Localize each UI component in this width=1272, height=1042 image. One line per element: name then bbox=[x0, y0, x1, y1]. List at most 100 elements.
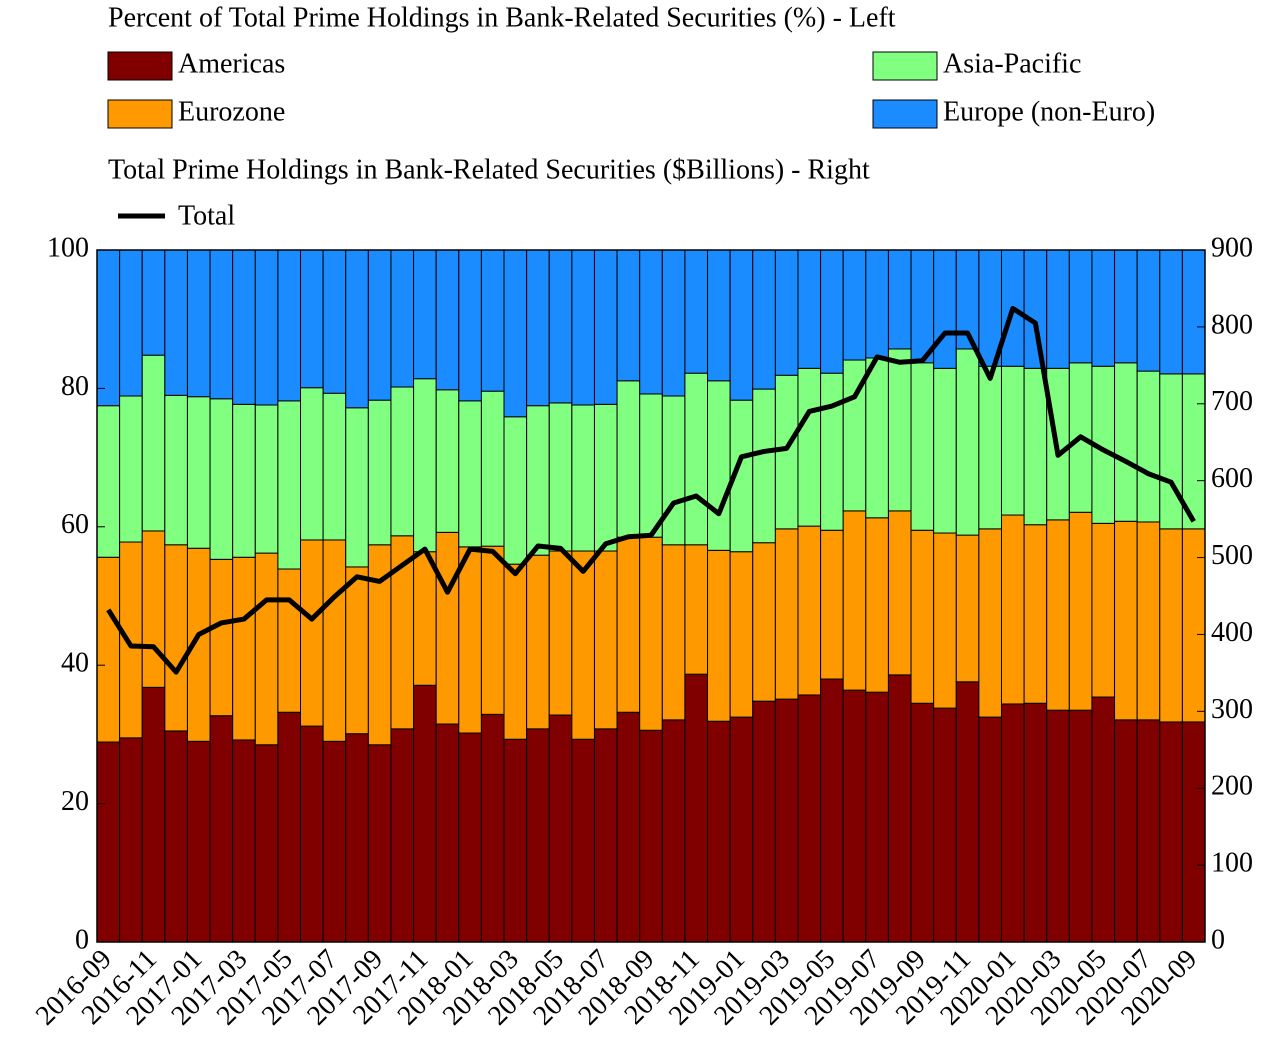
bar-segment bbox=[571, 550, 595, 740]
legend-label: Total bbox=[178, 200, 235, 231]
bar-segment bbox=[910, 362, 935, 531]
bar-segment bbox=[865, 517, 889, 693]
bar-segment bbox=[480, 545, 505, 715]
legend-swatch bbox=[872, 99, 938, 129]
bar-segment bbox=[820, 678, 844, 943]
bar-segment bbox=[774, 249, 799, 376]
bar-segment bbox=[797, 694, 822, 943]
bar-segment bbox=[752, 542, 776, 702]
bar-segment bbox=[910, 702, 935, 943]
bar-segment bbox=[322, 392, 347, 541]
bar-segment bbox=[571, 249, 595, 406]
bar-segment bbox=[933, 707, 957, 943]
bar-segment bbox=[955, 681, 980, 943]
bar-segment bbox=[684, 372, 709, 546]
bar-segment bbox=[141, 354, 166, 532]
bar-segment bbox=[345, 249, 369, 409]
bar-segment bbox=[390, 386, 415, 537]
bar-segment bbox=[1023, 524, 1048, 704]
bar-segment bbox=[593, 728, 618, 943]
bar-segment bbox=[887, 674, 912, 943]
bar-segment bbox=[141, 686, 166, 943]
bar-segment bbox=[548, 402, 573, 552]
y-tick-label: 20 bbox=[61, 786, 89, 817]
bar-segment bbox=[548, 249, 573, 404]
bar-segment bbox=[774, 698, 799, 943]
bar-segment bbox=[458, 546, 482, 734]
bar-segment bbox=[526, 405, 550, 556]
bar-segment bbox=[96, 741, 121, 943]
bar-segment bbox=[616, 249, 641, 382]
bar-segment bbox=[978, 716, 1002, 943]
bar-segment bbox=[1136, 249, 1161, 372]
bar-segment bbox=[752, 249, 776, 390]
bar-segment bbox=[865, 691, 889, 943]
bar-segment bbox=[390, 728, 415, 943]
bar-segment bbox=[1159, 373, 1183, 530]
bar-segment bbox=[1023, 249, 1048, 369]
bar-segment bbox=[300, 539, 324, 727]
bar-segment bbox=[119, 249, 143, 397]
bar-segment bbox=[141, 530, 166, 688]
bar-segment bbox=[548, 550, 573, 716]
bar-segment bbox=[978, 528, 1002, 718]
bar-segment bbox=[232, 556, 256, 741]
bar-segment bbox=[503, 249, 528, 418]
legend-swatch bbox=[107, 51, 173, 81]
bar-segment bbox=[480, 713, 505, 943]
y-tick-label: 100 bbox=[47, 232, 89, 263]
bar-segment bbox=[367, 249, 392, 401]
bar-segment bbox=[480, 249, 505, 392]
bar-segment bbox=[1068, 511, 1093, 711]
bar-segment bbox=[526, 554, 550, 730]
bar-segment bbox=[729, 249, 754, 401]
bar-segment bbox=[571, 738, 595, 943]
bar-segment bbox=[345, 407, 369, 568]
bar-segment bbox=[684, 673, 709, 943]
bar-segment bbox=[774, 374, 799, 530]
bar-segment bbox=[209, 398, 234, 560]
bar-segment bbox=[435, 531, 460, 725]
bar-segment bbox=[1091, 522, 1116, 698]
bar-segment bbox=[1091, 696, 1116, 943]
bar-segment bbox=[119, 737, 143, 943]
plot-frame bbox=[96, 249, 1206, 943]
bar-segment bbox=[820, 249, 844, 374]
legend-label: Europe (non-Euro) bbox=[943, 96, 1155, 127]
bar-segment bbox=[96, 556, 121, 743]
bar-segment bbox=[1136, 521, 1161, 721]
bar-segment bbox=[503, 563, 528, 740]
bar-segment bbox=[707, 549, 731, 722]
bar-segment bbox=[413, 249, 437, 380]
bar-segment bbox=[955, 534, 980, 683]
bar-segment bbox=[413, 378, 437, 553]
bar-segment bbox=[458, 249, 482, 402]
bar-segment bbox=[1114, 249, 1138, 364]
bar-segment bbox=[435, 249, 460, 391]
bar-segment bbox=[1114, 362, 1138, 522]
bar-segment bbox=[1000, 514, 1025, 705]
y-tick-label: 60 bbox=[61, 509, 89, 540]
bar-segment bbox=[164, 249, 188, 396]
total-line bbox=[106, 305, 1196, 675]
y2-tick-label: 100 bbox=[1211, 848, 1253, 879]
y2-tick-label: 900 bbox=[1211, 232, 1253, 263]
bar-segment bbox=[480, 390, 505, 547]
bar-segment bbox=[593, 403, 618, 552]
bar-segment bbox=[254, 744, 279, 943]
bar-segment bbox=[661, 249, 686, 397]
bar-segment bbox=[164, 544, 188, 732]
bar-segment bbox=[729, 716, 754, 943]
bar-segment bbox=[1114, 520, 1138, 721]
bar-segment bbox=[322, 539, 347, 742]
bar-segment bbox=[933, 532, 957, 709]
y2-tick-label: 600 bbox=[1211, 463, 1253, 494]
bar-segment bbox=[413, 684, 437, 943]
y2-tick-label: 500 bbox=[1211, 540, 1253, 571]
bar-segment bbox=[1000, 703, 1025, 943]
bar-segment bbox=[729, 551, 754, 718]
right-axis-title: Total Prime Holdings in Bank-Related Sec… bbox=[108, 154, 870, 185]
bar-segment bbox=[322, 740, 347, 943]
bar-segment bbox=[1091, 249, 1116, 367]
